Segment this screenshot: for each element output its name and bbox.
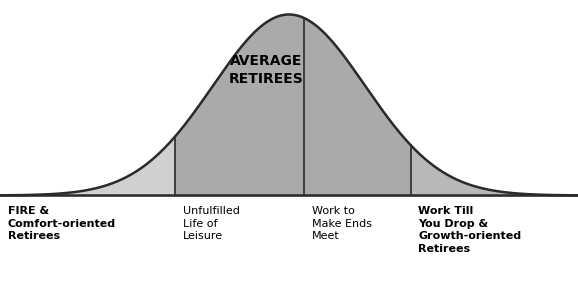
Text: Work to
Make Ends
Meet: Work to Make Ends Meet	[312, 206, 372, 241]
Text: Work Till
You Drop &
Growth-oriented
Retirees: Work Till You Drop & Growth-oriented Ret…	[418, 206, 521, 253]
Text: Unfulfilled
Life of
Leisure: Unfulfilled Life of Leisure	[183, 206, 239, 241]
Text: FIRE &
Comfort-oriented
Retirees: FIRE & Comfort-oriented Retirees	[8, 206, 116, 241]
Text: AVERAGE
RETIREES: AVERAGE RETIREES	[229, 54, 303, 86]
